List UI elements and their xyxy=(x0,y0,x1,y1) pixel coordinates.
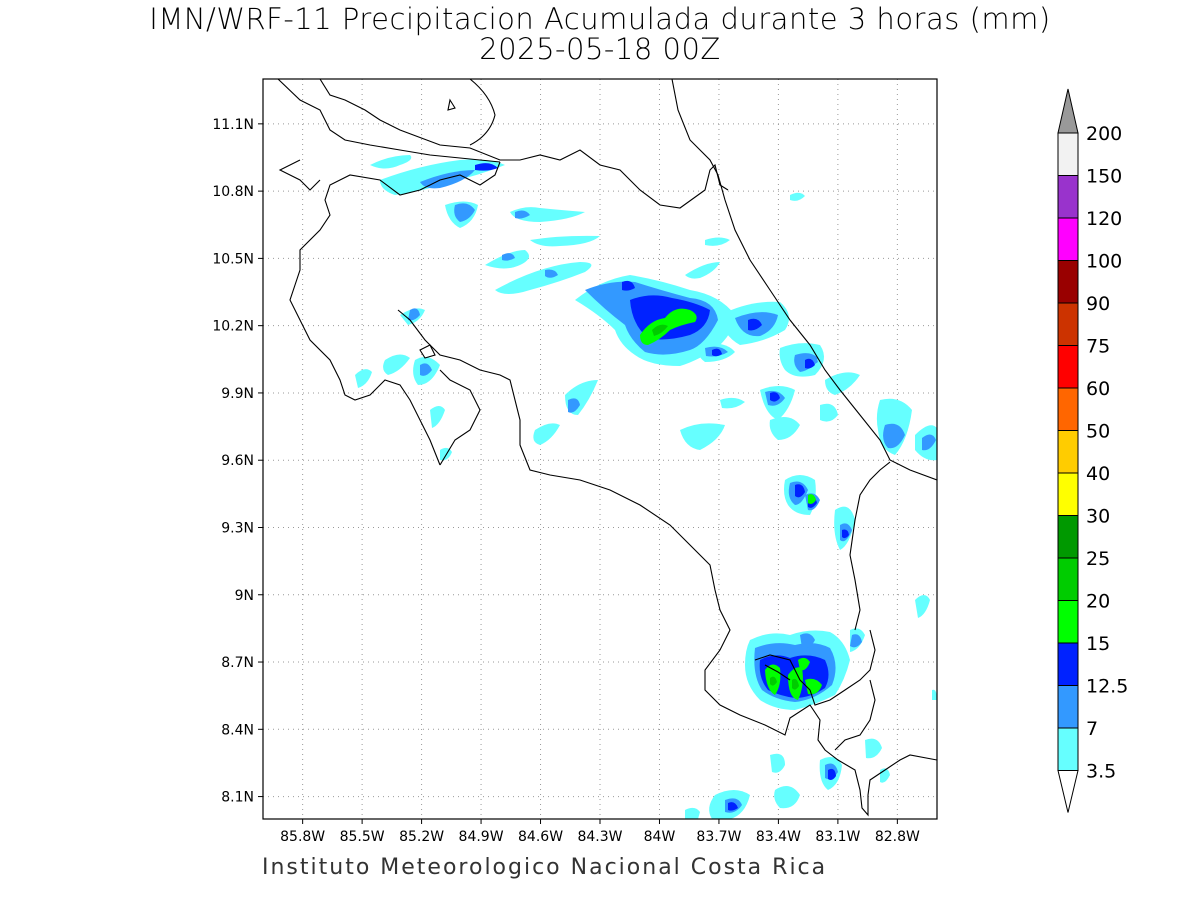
colorbar-bottom-arrow xyxy=(1057,770,1079,813)
colorbar-swatch xyxy=(1057,132,1079,176)
lon-tick-label: 84.3W xyxy=(577,829,622,845)
colorbar-swatch xyxy=(1057,472,1079,516)
colorbar-swatch xyxy=(1057,302,1079,346)
colorbar-label: 120 xyxy=(1086,208,1122,230)
colorbar-label: 100 xyxy=(1086,251,1122,273)
colorbar-label: 60 xyxy=(1086,378,1110,400)
colorbar-top-arrow xyxy=(1057,88,1079,134)
colorbar-label: 50 xyxy=(1086,421,1110,443)
map-title: IMN/WRF-11 Precipitacion Acumulada duran… xyxy=(149,2,1051,36)
gridlines xyxy=(263,79,937,819)
colorbar-label: 20 xyxy=(1086,591,1110,613)
colorbar-label: 7 xyxy=(1086,718,1098,740)
lon-tick-label: 84W xyxy=(644,829,676,845)
longitude-axis: 85.8W 85.5W 85.2W 84.9W 84.6W 84.3W 84W 83.7W 83… xyxy=(280,819,920,845)
lat-tick-label: 10.2N xyxy=(212,319,254,335)
latitude-axis: 11.1N 10.8N 10.5N 10.2N 9.9N 9.6N 9.3N 9N 8.7N 8.… xyxy=(212,117,263,806)
precipitation-field xyxy=(355,155,937,819)
colorbar-swatch xyxy=(1057,557,1079,601)
colorbar-label: 75 xyxy=(1086,336,1110,358)
colorbar-swatch xyxy=(1057,727,1079,771)
colorbar-swatch xyxy=(1057,217,1079,261)
footer-credit: Instituto Meteorologico Nacional Costa R… xyxy=(262,855,828,880)
colorbar-label: 15 xyxy=(1086,633,1110,655)
colorbar-label: 40 xyxy=(1086,463,1110,485)
colorbar-swatch xyxy=(1057,600,1079,644)
colorbar-label: 30 xyxy=(1086,506,1110,528)
coastline xyxy=(277,79,937,817)
colorbar-swatch xyxy=(1057,430,1079,474)
lon-tick-label: 82.8W xyxy=(875,829,920,845)
lon-tick-label: 83.7W xyxy=(696,829,741,845)
lon-tick-label: 83.1W xyxy=(815,829,860,845)
colorbar-swatch xyxy=(1057,515,1079,559)
map-subtitle: 2025-05-18 00Z xyxy=(479,32,721,66)
colorbar-swatch xyxy=(1057,260,1079,304)
lon-tick-label: 85.2W xyxy=(399,829,444,845)
lat-tick-label: 9.6N xyxy=(221,453,254,469)
colorbar-legend: 3.5 7 12.5 15 20 25 30 40 50 60 75 90 100 120 150 200 xyxy=(1057,88,1128,813)
colorbar-swatch xyxy=(1057,175,1079,219)
lat-tick-label: 8.1N xyxy=(221,790,254,806)
colorbar-label: 25 xyxy=(1086,548,1110,570)
lat-tick-label: 9.3N xyxy=(221,520,254,536)
lat-tick-label: 11.1N xyxy=(212,117,254,133)
colorbar-label: 12.5 xyxy=(1086,676,1128,698)
colorbar-swatch xyxy=(1057,387,1079,431)
lat-tick-label: 9.9N xyxy=(221,386,254,402)
colorbar-label: 150 xyxy=(1086,166,1122,188)
colorbar-swatch xyxy=(1057,685,1079,729)
lon-tick-label: 84.6W xyxy=(518,829,563,845)
lon-tick-label: 85.5W xyxy=(340,829,385,845)
lat-tick-label: 10.8N xyxy=(212,184,254,200)
lon-tick-label: 85.8W xyxy=(280,829,325,845)
lat-tick-label: 9N xyxy=(235,588,254,604)
lat-tick-label: 8.7N xyxy=(221,655,254,671)
colorbar-label: 200 xyxy=(1086,123,1122,145)
lat-tick-label: 10.5N xyxy=(212,251,254,267)
lon-tick-label: 84.9W xyxy=(459,829,504,845)
colorbar-label: 3.5 xyxy=(1086,761,1116,783)
colorbar-label: 90 xyxy=(1086,293,1110,315)
colorbar-swatch xyxy=(1057,345,1079,389)
lat-tick-label: 8.4N xyxy=(221,722,254,738)
colorbar-swatch xyxy=(1057,642,1079,686)
lon-tick-label: 83.4W xyxy=(756,829,801,845)
